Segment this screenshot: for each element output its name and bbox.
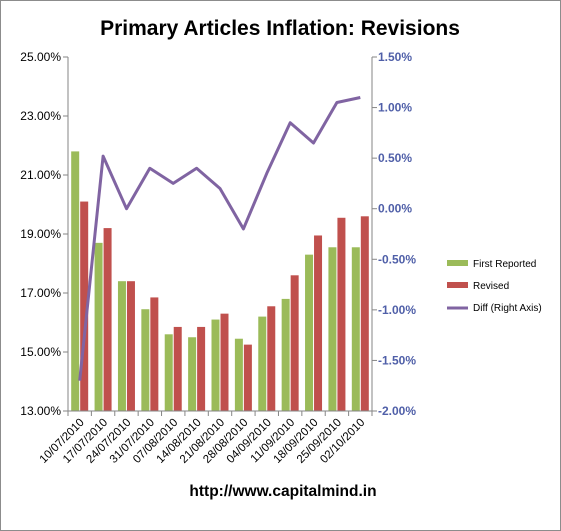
- left-tick-label: 13.00%: [20, 404, 61, 418]
- left-tick-label: 15.00%: [20, 345, 61, 359]
- legend-swatch: [447, 282, 468, 288]
- bar-revised-6: [220, 313, 229, 411]
- right-tick-label: -2.00%: [378, 404, 416, 418]
- legend-label: Diff (Right Axis): [473, 303, 542, 314]
- footer-url: http://www.capitalmind.in: [189, 483, 376, 500]
- bar-revised-1: [103, 228, 112, 411]
- right-tick-label: 1.00%: [378, 101, 412, 115]
- right-tick-label: -1.00%: [378, 303, 416, 317]
- bar-first-reported-8: [258, 316, 267, 411]
- bar-revised-2: [126, 281, 135, 411]
- bar-first-reported-2: [117, 281, 126, 411]
- bar-first-reported-6: [211, 319, 220, 411]
- legend-label: First Reported: [473, 259, 536, 270]
- left-tick-label: 17.00%: [20, 286, 61, 300]
- bar-revised-10: [314, 235, 323, 411]
- bar-revised-3: [150, 297, 159, 411]
- chart-title: Primary Articles Inflation: Revisions: [100, 17, 460, 40]
- left-tick-label: 19.00%: [20, 227, 61, 241]
- bar-revised-5: [197, 326, 206, 411]
- bar-revised-12: [360, 216, 369, 411]
- left-tick-label: 25.00%: [20, 50, 61, 64]
- bar-revised-8: [267, 306, 276, 411]
- left-tick-label: 21.00%: [20, 168, 61, 182]
- right-tick-label: -0.50%: [378, 252, 416, 266]
- bar-first-reported-9: [281, 298, 290, 411]
- bar-revised-7: [243, 344, 252, 411]
- bar-revised-0: [80, 201, 89, 411]
- legend-swatch: [447, 260, 468, 266]
- bar-first-reported-1: [94, 242, 103, 411]
- bar-first-reported-7: [234, 338, 243, 411]
- right-tick-label: 0.50%: [378, 151, 412, 165]
- bar-first-reported-0: [71, 151, 80, 411]
- legend-label: Revised: [473, 281, 509, 292]
- right-tick-label: -1.50%: [378, 353, 416, 367]
- bar-revised-11: [337, 217, 346, 411]
- right-tick-label: 1.50%: [378, 50, 412, 64]
- bar-first-reported-4: [164, 334, 173, 411]
- right-tick-label: 0.00%: [378, 202, 412, 216]
- bar-first-reported-12: [351, 247, 360, 411]
- left-tick-label: 23.00%: [20, 109, 61, 123]
- bar-first-reported-10: [305, 254, 314, 411]
- bar-first-reported-3: [141, 309, 150, 411]
- bar-first-reported-11: [328, 247, 337, 411]
- bar-first-reported-5: [188, 337, 197, 411]
- bar-revised-4: [173, 326, 182, 411]
- bar-revised-9: [290, 275, 299, 411]
